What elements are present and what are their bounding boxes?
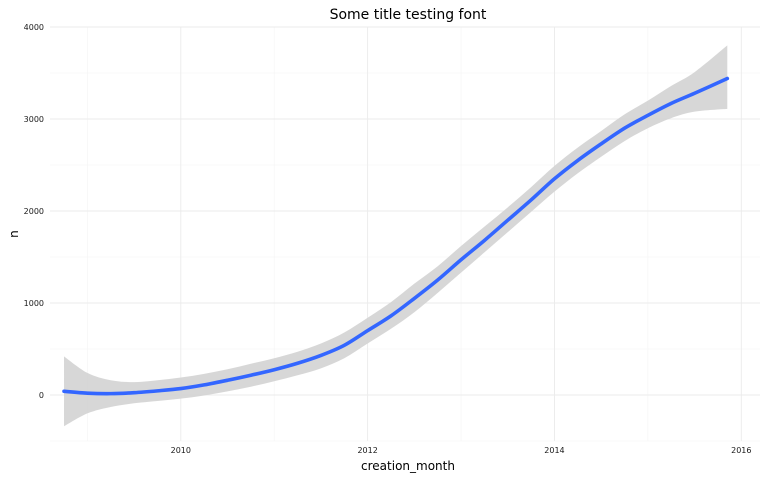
x-tick-label: 2012: [357, 446, 377, 455]
x-tick-label: 2016: [731, 446, 751, 455]
x-tick-label: 2010: [171, 446, 191, 455]
smooth-line: [62, 76, 730, 396]
series-line: [62, 76, 730, 396]
y-tick-labels: 0 1000 2000 3000 4000: [24, 23, 44, 400]
y-tick-label: 0: [39, 391, 44, 400]
y-axis-title: n: [7, 230, 21, 238]
grid: [50, 26, 760, 442]
y-tick-label: 1000: [24, 299, 44, 308]
chart-title: Some title testing font: [330, 7, 487, 23]
y-tick-label: 3000: [24, 115, 44, 124]
y-tick-label: 4000: [24, 23, 44, 32]
x-tick-label: 2014: [544, 446, 564, 455]
confidence-band: [64, 45, 728, 427]
y-tick-label: 2000: [24, 207, 44, 216]
confidence-ribbon: [64, 45, 728, 427]
x-axis-title: creation_month: [361, 459, 455, 473]
x-tick-labels: 2010 2012 2014 2016: [171, 446, 752, 455]
